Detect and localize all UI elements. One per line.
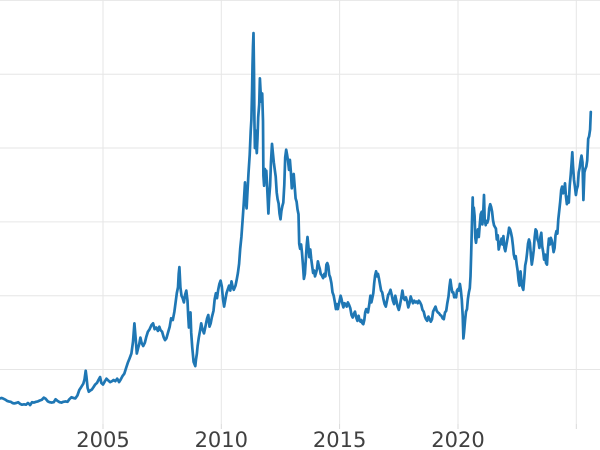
x-tick-label: 2015 [313, 428, 366, 450]
x-tick-label: 2020 [431, 428, 484, 450]
x-axis-ticks [102, 424, 577, 429]
x-axis-tick-labels: 2005 2010 2015 2020 [76, 428, 484, 450]
x-tick-label: 2005 [76, 428, 129, 450]
price-line [0, 31, 593, 407]
horizontal-gridlines [0, 0, 600, 370]
price-line-group [0, 31, 593, 407]
x-tick-label: 2010 [195, 428, 248, 450]
vertical-gridlines [102, 0, 577, 424]
